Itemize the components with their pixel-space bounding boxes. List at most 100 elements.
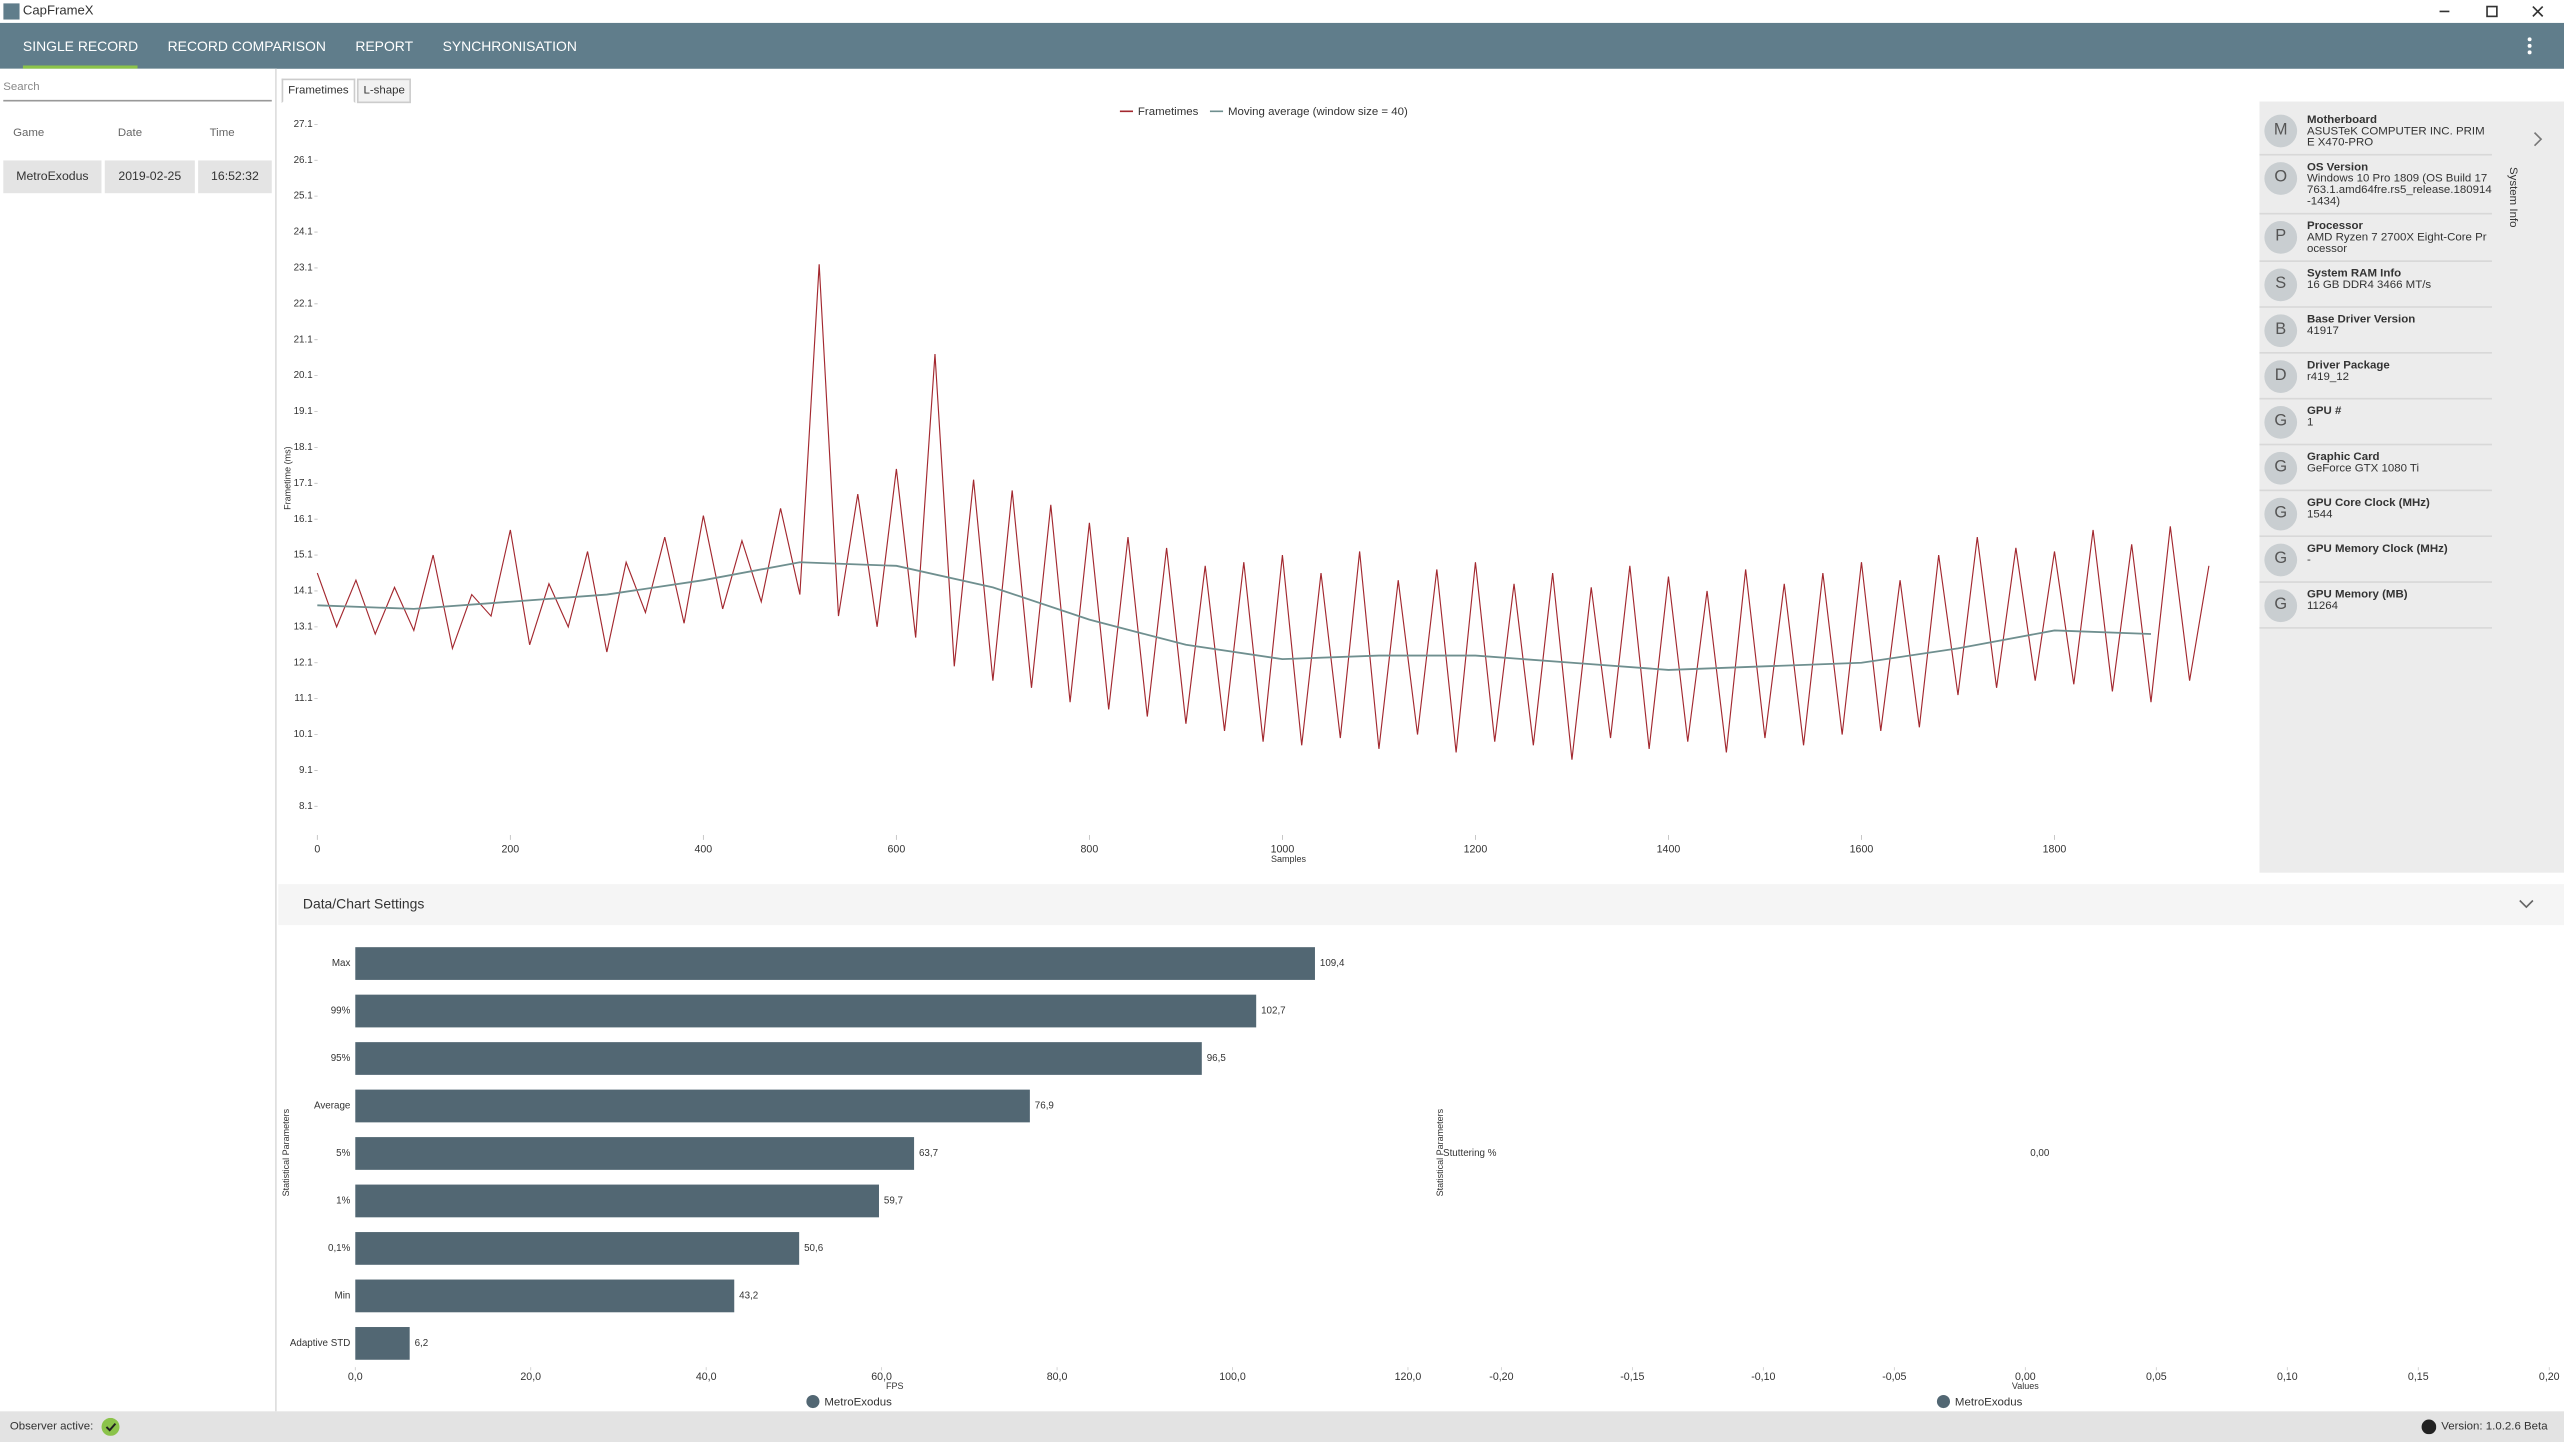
y-axis-label: Statistical Parameters <box>1435 1108 1445 1196</box>
value-label: 96,5 <box>1207 1053 1227 1064</box>
info-item: G Graphic Card GeForce GTX 1080 Ti <box>2259 445 2492 492</box>
info-value: Windows 10 Pro 1809 (OS Build 17763.1.am… <box>2306 173 2492 208</box>
info-value: ASUSTeK COMPUTER INC. PRIME X470-PRO <box>2306 126 2485 149</box>
column-header: Time <box>209 127 235 140</box>
info-value: r419_12 <box>2306 371 2350 384</box>
x-axis-label: FPS <box>886 1381 904 1391</box>
nav-item[interactable]: RECORD COMPARISON <box>167 37 326 55</box>
bar <box>355 1327 410 1360</box>
legend-marker <box>1936 1394 1951 1409</box>
category-label: 0,1% <box>328 1243 351 1254</box>
y-tick-label: 23.1 <box>294 263 313 274</box>
info-item: O OS Version Windows 10 Pro 1809 (OS Build… <box>2259 156 2492 215</box>
observer-status: Observer active: <box>9 1421 94 1433</box>
bar <box>355 947 1315 980</box>
menu-button[interactable] <box>2525 34 2535 57</box>
series-line <box>317 561 2152 671</box>
info-title: Graphic Card <box>2306 451 2380 464</box>
category-label: Adaptive STD <box>290 1338 351 1349</box>
info-text: GPU #1 <box>2307 406 2341 439</box>
info-title: GPU Memory Clock (MHz) <box>2306 543 2448 556</box>
info-title: GPU # <box>2306 406 2342 418</box>
info-value: 16 GB DDR4 3466 MT/s <box>2306 279 2432 292</box>
y-tick-label: 21.1 <box>294 334 313 345</box>
x-axis-label: Values <box>2012 1381 2039 1391</box>
y-tick-label: 26.1 <box>294 155 313 166</box>
statistics-chart: 0,0 20,0 40,0 60,0 80,0 100,0 120,0 Max 109,4 99%… <box>281 947 1422 1409</box>
tab[interactable]: Frametimes <box>281 78 356 104</box>
category-label: Stuttering % <box>1443 1148 1497 1159</box>
info-title: Processor <box>2306 221 2364 233</box>
window-controls[interactable] <box>2436 3 2551 19</box>
table-cell[interactable]: 16:52:32 <box>198 160 272 194</box>
bar <box>355 1279 735 1313</box>
x-tick-label: 60,0 <box>871 1371 892 1383</box>
info-item: G GPU Core Clock (MHz) 1544 <box>2259 491 2492 538</box>
x-tick-label: 600 <box>888 844 906 856</box>
info-item: D Driver Package r419_12 <box>2259 354 2492 400</box>
x-tick-label: -0,05 <box>1882 1371 1906 1383</box>
info-item: M Motherboard ASUSTeK COMPUTER INC. PRIME … <box>2259 108 2492 156</box>
info-icon: G <box>2264 589 2298 623</box>
x-tick-label: 0,05 <box>2146 1371 2167 1383</box>
bar <box>355 1184 879 1218</box>
x-tick-label: 0,0 <box>348 1371 363 1383</box>
x-tick-label: 120,0 <box>1395 1371 1422 1383</box>
x-tick-label: 800 <box>1081 844 1099 856</box>
value-label: 59,7 <box>884 1196 903 1207</box>
info-icon: P <box>2264 221 2298 254</box>
x-tick-label: 1000 <box>1271 844 1295 856</box>
stuttering-chart: -0,20 -0,15 -0,10 -0,05 0,00 0,05 0,10 0,15 0,20… <box>1435 1108 2560 1409</box>
x-tick-label: 1800 <box>2043 844 2067 856</box>
info-icon: G <box>2264 543 2298 577</box>
info-text: Motherboard ASUSTeK COMPUTER INC. PRIME X… <box>2307 115 2492 149</box>
info-icon: G <box>2264 451 2298 485</box>
search-box[interactable]: Search <box>3 77 272 102</box>
value-label: 6,2 <box>415 1338 429 1349</box>
info-item: S System RAM Info 16 GB DDR4 3466 MT/s <box>2259 262 2492 308</box>
nav-item[interactable]: SYNCHRONISATION <box>442 37 577 55</box>
expand-arrow[interactable] <box>2531 131 2544 147</box>
legend-label: MetroExodus <box>824 1396 892 1408</box>
info-title: OS Version <box>2306 162 2369 174</box>
legend-marker <box>806 1394 820 1409</box>
title-bar: CapFrameX <box>0 0 2564 23</box>
table-cell[interactable]: MetroExodus <box>3 160 102 194</box>
tab[interactable]: L-shape <box>356 78 412 104</box>
info-title: Motherboard <box>2306 114 2377 127</box>
nav-item[interactable]: SINGLE RECORD <box>22 23 139 69</box>
category-label: 5% <box>336 1148 350 1159</box>
collapse-arrow[interactable] <box>2518 899 2534 910</box>
info-title: System RAM Info <box>2306 268 2402 280</box>
x-tick-label: 20,0 <box>520 1371 541 1383</box>
x-tick-label: 100,0 <box>1219 1371 1246 1383</box>
info-item: G GPU Memory Clock (MHz) - <box>2259 537 2492 583</box>
table-cell[interactable]: 2019-02-25 <box>104 160 195 194</box>
x-tick-label: 0,20 <box>2539 1371 2560 1383</box>
column-header: Game <box>13 127 45 140</box>
y-tick-label: 13.1 <box>294 621 313 632</box>
x-axis-label: Samples <box>1271 854 1307 864</box>
y-tick-label: 27.1 <box>294 119 313 130</box>
y-tick-label: 15.1 <box>294 550 313 561</box>
bar <box>355 1137 915 1170</box>
category-label: 95% <box>331 1053 351 1064</box>
window-title: CapFrameX <box>22 3 94 19</box>
version: Version: 1.0.2.6 Beta <box>2441 1421 2548 1433</box>
x-tick-label: 80,0 <box>1047 1371 1068 1383</box>
settings-bar[interactable]: Data/Chart Settings <box>278 884 2564 926</box>
value-label: 63,7 <box>919 1148 938 1159</box>
info-item: B Base Driver Version 41917 <box>2259 308 2492 354</box>
info-value: 11264 <box>2306 600 2338 613</box>
info-title: Base Driver Version <box>2306 314 2416 326</box>
info-value: 1544 <box>2306 509 2333 521</box>
status-bar: Observer active: Version: 1.0.2.6 Beta <box>0 1411 2564 1442</box>
info-text: System RAM Info 16 GB DDR4 3466 MT/s <box>2307 269 2431 302</box>
y-tick-label: 14.1 <box>294 586 313 597</box>
info-value: GeForce GTX 1080 Ti <box>2306 463 2420 475</box>
observer-icon <box>101 1417 120 1436</box>
info-title: GPU Memory (MB) <box>2306 589 2408 601</box>
nav-item[interactable]: REPORT <box>355 37 414 55</box>
